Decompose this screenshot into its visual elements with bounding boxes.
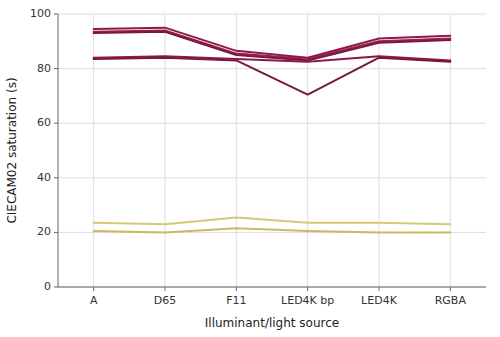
grid-line (58, 177, 486, 178)
grid-line (93, 14, 94, 287)
tick-label: 40 (37, 171, 51, 184)
series-line (94, 58, 451, 95)
tick-label: F11 (226, 294, 246, 307)
grid-line (307, 14, 308, 287)
grid-line (58, 123, 486, 124)
grid (58, 14, 486, 287)
tick-label: 20 (37, 225, 51, 238)
x-axis-title: Illuminant/light source (205, 316, 339, 330)
tick-label: 60 (37, 116, 51, 129)
tick-label: 80 (37, 62, 51, 75)
grid-line (165, 14, 166, 287)
tick-mark (54, 177, 58, 178)
tick-label: RGBA (435, 294, 467, 307)
series-line (94, 217, 451, 224)
grid-line (58, 68, 486, 69)
series-line (94, 30, 451, 59)
tick-label: A (90, 294, 98, 307)
tick-mark (54, 123, 58, 124)
y-axis-line (58, 14, 59, 287)
tick-mark (54, 232, 58, 233)
y-axis-title: CIECAM02 saturation (s) (5, 77, 19, 223)
tick-mark (165, 287, 166, 291)
series-group (94, 28, 451, 233)
tick-label: D65 (154, 294, 176, 307)
grid-line (379, 14, 380, 287)
tick-label: 0 (44, 280, 51, 293)
tick-mark (450, 287, 451, 291)
series-line (94, 228, 451, 232)
tick-mark (54, 68, 58, 69)
tick-mark (93, 287, 94, 291)
grid-line (450, 14, 451, 287)
chart: 0 20 40 60 80 100 A D65 F11 LED4K bp LED4K RGBA Illu… (0, 0, 500, 337)
tick-label: LED4K (361, 294, 398, 307)
tick-mark (54, 287, 58, 288)
tick-mark (307, 287, 308, 291)
tick-label: LED4K bp (281, 294, 334, 307)
x-axis-line (58, 287, 486, 288)
tick-mark (236, 287, 237, 291)
grid-line (58, 14, 486, 15)
tick-mark (379, 287, 380, 291)
tick-label: 100 (30, 7, 51, 20)
chart-container: 0 20 40 60 80 100 A D65 F11 LED4K bp LED4K RGBA Illu… (0, 0, 500, 337)
tick-mark (54, 14, 58, 15)
axes: 0 20 40 60 80 100 A D65 F11 LED4K bp LED4K RGBA (30, 7, 486, 307)
grid-line (58, 287, 486, 288)
